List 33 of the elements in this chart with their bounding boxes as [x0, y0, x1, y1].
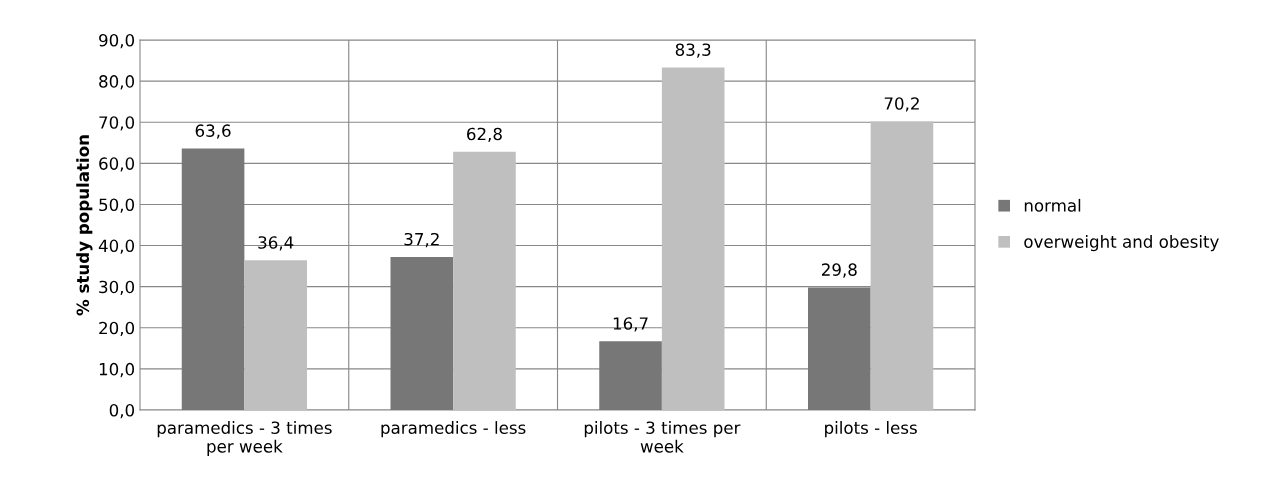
legend-label: normal	[1024, 198, 1081, 212]
data-label: 36,4	[258, 236, 294, 251]
x-tick-label: paramedics - less	[381, 421, 526, 438]
bar	[390, 257, 454, 410]
x-tick-label: paramedics - 3 times per week	[157, 421, 332, 456]
y-tick-label: 10,0	[99, 362, 135, 378]
x-tick-label: pilots - 3 times per week	[584, 421, 741, 453]
y-tick-label: 20,0	[99, 321, 135, 337]
y-tick-label: 30,0	[99, 280, 135, 295]
bar	[661, 67, 725, 410]
data-label: 37,2	[404, 232, 439, 248]
legend-label: overweight and obesity	[1024, 235, 1219, 252]
bar	[870, 121, 934, 410]
y-tick-label: 90,0	[99, 33, 135, 49]
data-label: 83,3	[675, 43, 711, 58]
y-tick-label: 80,0	[99, 75, 135, 90]
y-axis-title: % study population	[76, 135, 93, 316]
data-label: 70,2	[884, 97, 919, 112]
bar	[453, 151, 516, 410]
bar	[599, 341, 662, 410]
data-label: 62,8	[467, 127, 502, 142]
y-tick-label: 40,0	[98, 239, 135, 254]
data-label: 16,7	[613, 317, 648, 332]
data-label: 63,6	[195, 124, 231, 139]
x-tick-label: pilots - less	[825, 421, 917, 438]
y-tick-label: 50,0	[99, 198, 135, 213]
y-tick-label: 0,0	[109, 403, 135, 419]
bar	[244, 260, 307, 410]
bar	[808, 287, 871, 410]
y-tick-label: 60,0	[99, 157, 135, 172]
data-label: 29,8	[821, 263, 857, 278]
bar	[181, 148, 245, 410]
y-tick-label: 70,0	[99, 116, 135, 131]
